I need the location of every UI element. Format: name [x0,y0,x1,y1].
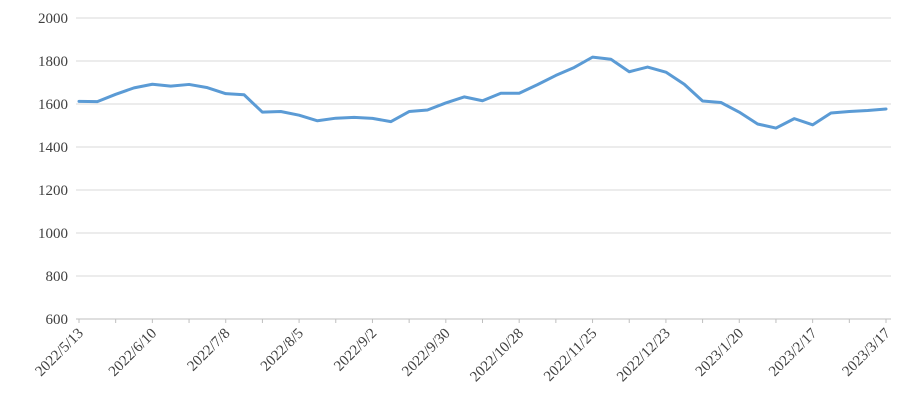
y-axis-tick-label: 2000 [38,11,68,27]
y-axis-tick-label: 1600 [38,97,68,113]
y-axis-labels: 600 800 1000 1200 1400 1600 1800 2000 [38,11,68,328]
y-axis-tick-label: 1400 [38,140,68,156]
y-axis-tick-label: 800 [46,269,69,285]
gridlines [76,17,891,277]
y-axis-tick-label: 1800 [38,54,68,70]
y-axis-tick-label: 1000 [38,226,68,242]
x-axis-ticks [78,319,887,323]
y-axis-tick-label: 1200 [38,183,68,199]
y-axis-tick-label: 600 [46,312,69,328]
data-line-weekly-price [77,55,888,130]
